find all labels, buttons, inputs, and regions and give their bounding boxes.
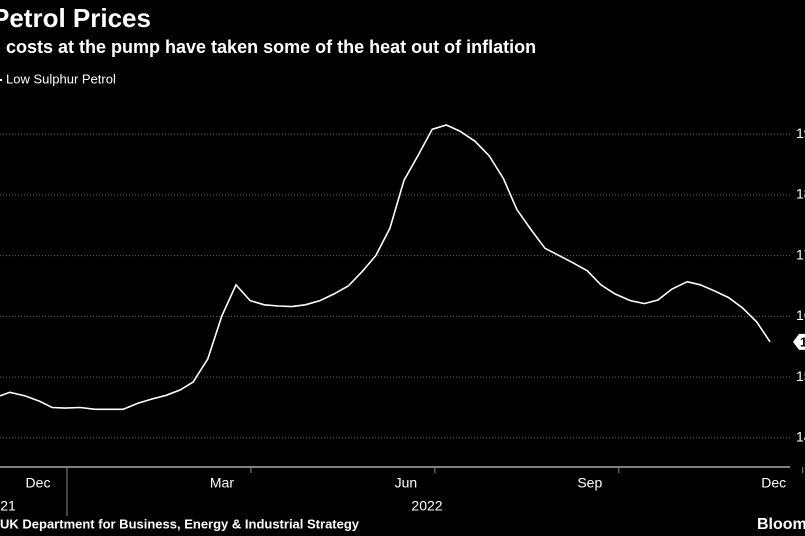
legend-label: Low Sulphur Petrol xyxy=(6,71,116,86)
y-tick-label: 180 xyxy=(796,186,805,202)
x-tick-label: Dec xyxy=(26,475,51,491)
y-tick-label: 190 xyxy=(796,125,805,141)
year-label: 2022 xyxy=(411,498,442,514)
series-line xyxy=(0,124,771,411)
x-tick-label: Dec xyxy=(761,475,786,491)
year-label: 21 xyxy=(0,498,16,514)
chart-subtitle: costs at the pump have taken some of the… xyxy=(6,37,536,57)
source: UK Department for Business, Energy & Ind… xyxy=(0,516,360,531)
y-tick-label: 140 xyxy=(796,429,805,445)
y-tick-label: 160 xyxy=(796,307,805,323)
x-tick-label: Jun xyxy=(395,475,418,491)
end-label: 155.8 xyxy=(800,334,805,349)
x-tick-label: Sep xyxy=(577,475,602,491)
y-tick-label: 170 xyxy=(796,246,805,262)
chart-title: Petrol Prices xyxy=(0,3,151,33)
end-label-tag xyxy=(793,333,805,350)
x-tick-label: Mar xyxy=(210,475,234,491)
y-tick-label: 150 xyxy=(796,368,805,384)
brand: Bloom xyxy=(757,516,805,533)
